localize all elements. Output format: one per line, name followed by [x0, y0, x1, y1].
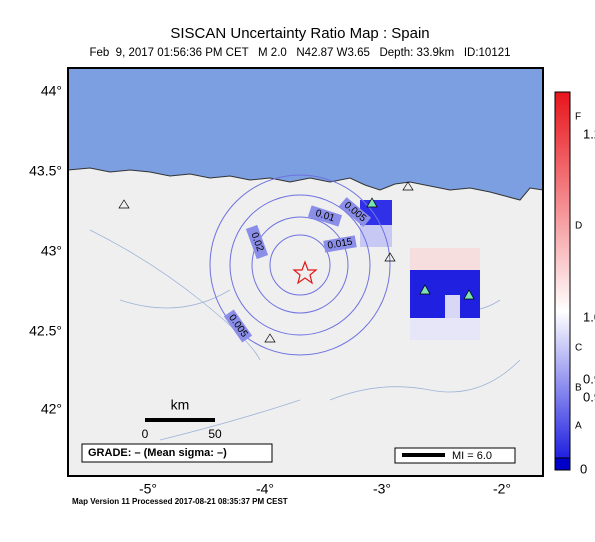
contour-label: 0.01: [307, 205, 343, 227]
map-area: [68, 68, 543, 476]
colorbar-label: B: [575, 383, 582, 394]
colorbar: [554, 91, 571, 459]
contour-label-text: 0.015: [327, 236, 354, 251]
scale-start: 0: [142, 427, 149, 441]
lon-label: -4°: [256, 481, 274, 497]
map-frame: [67, 67, 544, 477]
colorbar-labels: F1.2 D 1.0 C 0.9B0.9 A 0: [575, 112, 595, 477]
legend-box: [394, 447, 516, 464]
colorbar-min: [554, 457, 571, 471]
epicenter: [292, 260, 318, 285]
grade-box: [81, 443, 273, 463]
lon-label: -2°: [493, 481, 511, 497]
colorbar-label: A: [575, 421, 582, 432]
contour-label-bg: [307, 205, 343, 227]
sea: [68, 68, 543, 201]
contour-label-bg: [338, 197, 372, 227]
colorbar-label: 0: [580, 461, 587, 476]
colorbar-label: 0.9: [583, 389, 595, 404]
lon-label: -5°: [139, 481, 157, 497]
title: SISCAN Uncertainty Ratio Map : Spain: [170, 25, 429, 42]
scale-unit: km: [171, 397, 190, 413]
lat-labels: 44° 43.5° 43° 42.5° 42°: [29, 83, 62, 417]
grade: GRADE: – (Mean sigma: –): [88, 447, 227, 459]
lat-label: 44°: [41, 83, 62, 99]
footer: Map Version 11 Processed 2017-08-21 08:3…: [72, 497, 288, 506]
lon-label: -3°: [373, 481, 391, 497]
stations: [118, 181, 475, 343]
colorbar-label: 0.9: [583, 371, 595, 386]
lat-label: 42°: [41, 401, 62, 417]
contour-label-bg: [223, 309, 253, 343]
contours-lines: [209, 174, 391, 356]
colorbar-label: C: [575, 343, 582, 354]
scale-end: 50: [208, 427, 222, 441]
contour-label-bg: [245, 224, 269, 260]
lat-label: 43.5°: [29, 163, 62, 179]
contour-label: 0.015: [323, 235, 357, 253]
lat-label: 42.5°: [29, 323, 62, 339]
colorbar-label: 1.2: [583, 126, 595, 141]
lat-label: 43°: [41, 243, 62, 259]
legend-text: MI = 6.0: [452, 450, 492, 462]
lon-labels: -5° -4° -3° -2°: [139, 481, 511, 497]
colorbar-label: 1.0: [583, 309, 595, 324]
contour-label-bg: [323, 235, 357, 253]
colorbar-label: F: [575, 112, 581, 123]
colorbar-label: D: [575, 221, 582, 232]
subtitle: Feb 9, 2017 01:56:36 PM CET M 2.0 N42.87…: [89, 47, 510, 59]
